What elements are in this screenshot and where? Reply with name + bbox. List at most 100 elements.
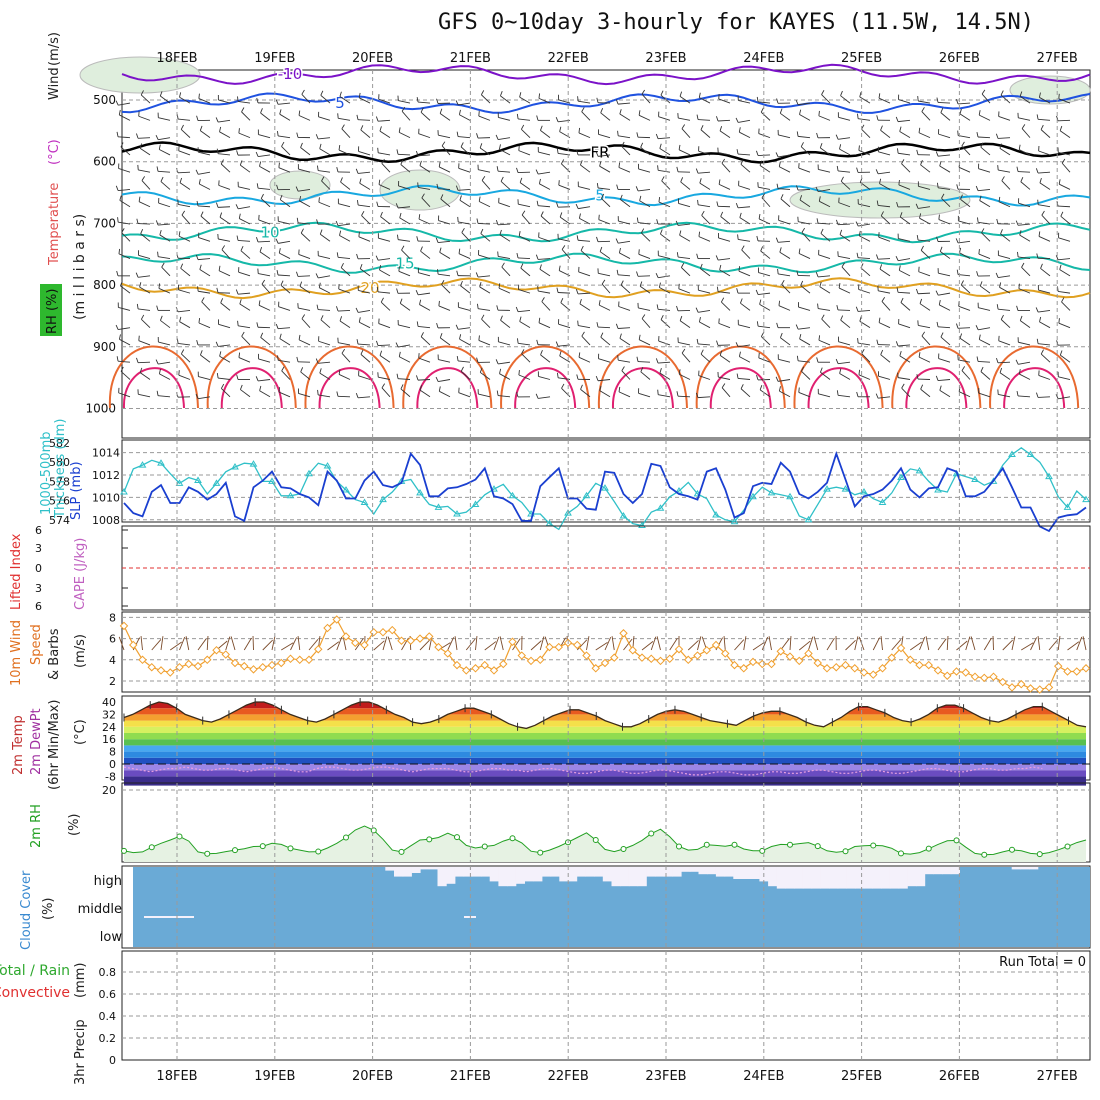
wind-barb <box>357 343 371 346</box>
wind-barb <box>658 275 671 279</box>
wind-barb <box>780 198 791 208</box>
dewpt-2m-legend: 2m DewPt <box>29 708 44 775</box>
wind-barb-flag <box>358 317 361 323</box>
wind-barb <box>318 201 331 208</box>
wind-barb <box>338 374 351 380</box>
bottom-date-label: 21FEB <box>450 1069 491 1084</box>
wind-barb <box>318 275 331 279</box>
wind-barb <box>140 636 143 651</box>
wind-barb-flag <box>1001 176 1005 181</box>
wind-barb <box>941 197 951 208</box>
wind-barb <box>759 389 771 398</box>
wind-barb-flag <box>956 323 959 329</box>
wind-barb-flag <box>138 196 141 202</box>
wind-barb-flag <box>536 115 539 121</box>
wind-barb-flag <box>538 93 541 99</box>
wind-barb <box>678 256 691 260</box>
wind-barb <box>258 273 271 277</box>
wind-barb <box>258 304 271 311</box>
wind-barb <box>1058 322 1071 329</box>
wind-barb <box>119 114 131 121</box>
cloud-clear-bar <box>750 867 760 879</box>
wind-speed-point <box>822 664 832 673</box>
cloud-tick: low <box>100 930 123 945</box>
wind-speed-point <box>610 653 619 662</box>
wind-barb <box>799 338 811 346</box>
rh-point <box>925 845 932 852</box>
wind-speed-point <box>156 666 166 675</box>
wind-barb <box>240 250 251 259</box>
wind-barb <box>578 356 591 363</box>
wind-barb-flag <box>259 161 262 167</box>
wind-barb <box>465 638 476 651</box>
cloud-clear-bar <box>898 867 908 889</box>
wind-barb <box>240 164 251 173</box>
wind-barb <box>401 111 411 121</box>
wind-barb-flag <box>879 264 883 270</box>
wind-barb-flag <box>239 384 243 390</box>
wind-barb <box>138 201 151 208</box>
wind-barb <box>659 148 671 156</box>
wind-barb-flag <box>539 264 542 270</box>
wind-barb <box>361 215 371 225</box>
wind-barb-flag <box>277 130 279 137</box>
wind-barb-flag <box>360 349 364 355</box>
wind-barb-flag <box>581 331 585 337</box>
bottom-date-label: 27FEB <box>1037 1069 1078 1084</box>
wind-barb-flag <box>760 107 764 113</box>
wind-speed-point <box>267 660 277 670</box>
wind-barb-flag <box>580 245 584 251</box>
wind-barb-flag <box>616 184 619 190</box>
wind-barb <box>718 258 731 261</box>
rh-shading <box>1009 75 1091 105</box>
wind-barb-flag <box>698 317 701 323</box>
wind-barb <box>539 636 545 651</box>
wind-barb-flag <box>777 268 779 275</box>
wind-barb-flag <box>315 134 319 140</box>
wind-barb <box>1076 636 1083 651</box>
wind-barb <box>318 255 331 260</box>
wind-barb-flag <box>856 391 859 397</box>
wind-barb-flag <box>115 324 119 330</box>
wind-barb-flag <box>538 317 541 323</box>
wind-barb <box>777 188 791 190</box>
wind-barb-flag <box>575 289 579 295</box>
wind-barb-flag <box>916 374 919 380</box>
wind-barb <box>540 215 551 225</box>
wind-barb-flag <box>660 314 664 320</box>
wind-unit: (m/s) <box>47 32 62 66</box>
wind-barb-flag <box>799 333 802 340</box>
wind-barb <box>940 112 951 121</box>
wind-barb-flag <box>778 386 781 392</box>
wind-barb <box>798 306 811 311</box>
wind-barb-flag <box>895 116 899 122</box>
wind-barb-flag <box>441 280 445 285</box>
wind-barb-flag <box>356 114 359 120</box>
wind-barb-flag <box>836 390 839 396</box>
wind-barb <box>977 360 991 363</box>
wind-barb <box>540 354 551 363</box>
wind-speed-point <box>166 668 175 677</box>
precip-tick: 0.4 <box>99 1010 117 1023</box>
wind-barb <box>697 119 711 121</box>
wind-barb-flag <box>1055 394 1059 400</box>
panel-frame <box>121 611 1091 693</box>
wind-barb-flag <box>716 116 719 122</box>
wind-barb-flag <box>199 125 203 131</box>
wind-barb-flag <box>681 124 686 129</box>
wind-tick: 6 <box>109 633 116 646</box>
wind-barb-flag <box>899 350 902 356</box>
wind-barb-flag <box>399 298 403 304</box>
wind-barb-flag <box>435 237 439 243</box>
bottom-date-label: 18FEB <box>156 1069 197 1084</box>
wind-barb <box>518 118 531 121</box>
wind-barb <box>1061 162 1071 173</box>
wind-barb-flag <box>136 218 139 224</box>
wind-barb <box>738 378 751 380</box>
wind-barb <box>818 169 831 173</box>
wind-barb <box>339 96 351 104</box>
temp-band <box>124 739 1086 746</box>
wind-barb-flag <box>495 359 499 365</box>
wind-barb-flag <box>436 98 439 104</box>
bottom-date-label: 26FEB <box>939 1069 980 1084</box>
